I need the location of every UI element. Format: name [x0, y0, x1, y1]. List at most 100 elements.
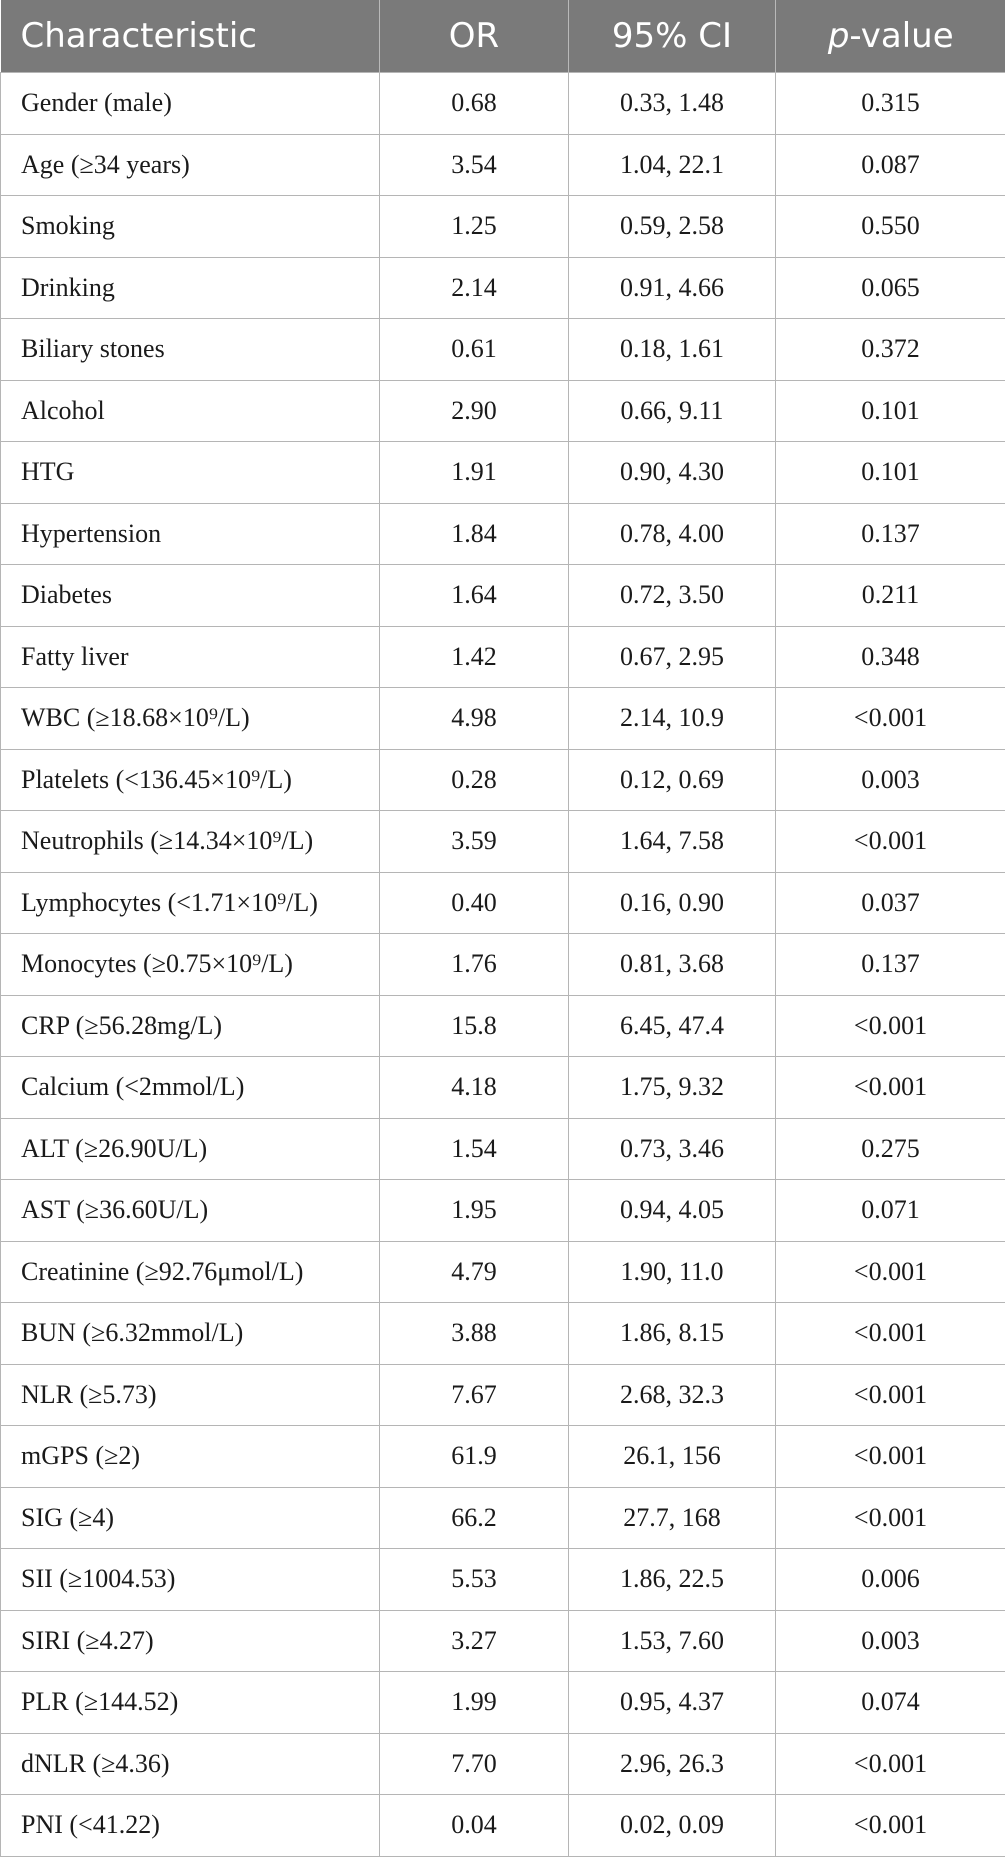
cell-ci: 2.96, 26.3 [568, 1732, 776, 1795]
header-characteristic: Characteristic [0, 0, 380, 73]
cell-characteristic: Calcium (<2mmol/L) [0, 1056, 380, 1119]
cell-p-value: 0.074 [775, 1671, 1005, 1734]
cell-p-value: <0.001 [775, 1486, 1005, 1549]
cell-characteristic: WBC (≥18.68×10⁹/L) [0, 687, 380, 750]
table-row: PLR (≥144.52) 1.99 0.95, 4.37 0.074 [0, 1671, 1005, 1734]
cell-ci: 1.04, 22.1 [568, 133, 776, 196]
header-ci: 95% CI [568, 0, 776, 73]
cell-or: 3.54 [379, 133, 569, 196]
table-row: SIG (≥4) 66.2 27.7, 168 <0.001 [0, 1486, 1005, 1549]
cell-p-value: 0.101 [775, 441, 1005, 504]
cell-characteristic: Drinking [0, 256, 380, 319]
cell-ci: 1.64, 7.58 [568, 810, 776, 873]
cell-or: 3.59 [379, 810, 569, 873]
cell-ci: 0.90, 4.30 [568, 441, 776, 504]
cell-or: 1.76 [379, 933, 569, 996]
cell-characteristic: PNI (<41.22) [0, 1794, 380, 1857]
table-row: Platelets (<136.45×10⁹/L) 0.28 0.12, 0.69 0… [0, 748, 1005, 811]
table-row: mGPS (≥2) 61.9 26.1, 156 <0.001 [0, 1425, 1005, 1488]
cell-or: 4.18 [379, 1056, 569, 1119]
cell-ci: 0.16, 0.90 [568, 871, 776, 934]
table-row: Smoking 1.25 0.59, 2.58 0.550 [0, 195, 1005, 258]
cell-ci: 2.14, 10.9 [568, 687, 776, 750]
cell-p-value: <0.001 [775, 994, 1005, 1057]
table-row: Biliary stones 0.61 0.18, 1.61 0.372 [0, 318, 1005, 381]
cell-characteristic: Platelets (<136.45×10⁹/L) [0, 748, 380, 811]
cell-p-value: <0.001 [775, 1302, 1005, 1365]
cell-or: 1.91 [379, 441, 569, 504]
cell-p-value: <0.001 [775, 1363, 1005, 1426]
cell-characteristic: Lymphocytes (<1.71×10⁹/L) [0, 871, 380, 934]
cell-characteristic: CRP (≥56.28mg/L) [0, 994, 380, 1057]
cell-p-value: 0.348 [775, 625, 1005, 688]
table-row: Gender (male) 0.68 0.33, 1.48 0.315 [0, 72, 1005, 135]
cell-or: 1.42 [379, 625, 569, 688]
table-row: SIRI (≥4.27) 3.27 1.53, 7.60 0.003 [0, 1609, 1005, 1672]
header-row: Characteristic OR 95% CI p-value [0, 0, 1005, 73]
cell-characteristic: ALT (≥26.90U/L) [0, 1117, 380, 1180]
cell-characteristic: Diabetes [0, 564, 380, 627]
cell-p-value: 0.087 [775, 133, 1005, 196]
cell-p-value: 0.275 [775, 1117, 1005, 1180]
table-row: Age (≥34 years) 3.54 1.04, 22.1 0.087 [0, 133, 1005, 196]
cell-p-value: <0.001 [775, 1794, 1005, 1857]
table-row: PNI (<41.22) 0.04 0.02, 0.09 <0.001 [0, 1794, 1005, 1857]
table-row: NLR (≥5.73) 7.67 2.68, 32.3 <0.001 [0, 1363, 1005, 1426]
cell-ci: 0.33, 1.48 [568, 72, 776, 135]
cell-or: 1.64 [379, 564, 569, 627]
table-row: Diabetes 1.64 0.72, 3.50 0.211 [0, 564, 1005, 627]
cell-or: 1.95 [379, 1179, 569, 1242]
table-row: dNLR (≥4.36) 7.70 2.96, 26.3 <0.001 [0, 1732, 1005, 1795]
cell-ci: 27.7, 168 [568, 1486, 776, 1549]
cell-or: 0.61 [379, 318, 569, 381]
cell-ci: 0.18, 1.61 [568, 318, 776, 381]
cell-p-value: 0.315 [775, 72, 1005, 135]
header-p-suffix: -value [849, 16, 954, 56]
cell-ci: 0.95, 4.37 [568, 1671, 776, 1734]
cell-characteristic: BUN (≥6.32mmol/L) [0, 1302, 380, 1365]
cell-ci: 0.94, 4.05 [568, 1179, 776, 1242]
table-row: HTG 1.91 0.90, 4.30 0.101 [0, 441, 1005, 504]
cell-p-value: 0.037 [775, 871, 1005, 934]
cell-characteristic: SII (≥1004.53) [0, 1548, 380, 1611]
cell-or: 7.67 [379, 1363, 569, 1426]
header-p-italic: p [827, 16, 850, 56]
cell-p-value: 0.137 [775, 502, 1005, 565]
cell-ci: 0.59, 2.58 [568, 195, 776, 258]
table-row: BUN (≥6.32mmol/L) 3.88 1.86, 8.15 <0.001 [0, 1302, 1005, 1365]
cell-p-value: 0.003 [775, 748, 1005, 811]
cell-or: 5.53 [379, 1548, 569, 1611]
cell-ci: 6.45, 47.4 [568, 994, 776, 1057]
table-row: Alcohol 2.90 0.66, 9.11 0.101 [0, 379, 1005, 442]
cell-characteristic: Fatty liver [0, 625, 380, 688]
cell-ci: 2.68, 32.3 [568, 1363, 776, 1426]
cell-or: 2.90 [379, 379, 569, 442]
cell-p-value: <0.001 [775, 1732, 1005, 1795]
header-or: OR [379, 0, 569, 73]
cell-characteristic: SIG (≥4) [0, 1486, 380, 1549]
table-row: Lymphocytes (<1.71×10⁹/L) 0.40 0.16, 0.90 0… [0, 871, 1005, 934]
cell-ci: 0.67, 2.95 [568, 625, 776, 688]
cell-or: 61.9 [379, 1425, 569, 1488]
cell-p-value: <0.001 [775, 1056, 1005, 1119]
cell-characteristic: SIRI (≥4.27) [0, 1609, 380, 1672]
cell-or: 66.2 [379, 1486, 569, 1549]
cell-ci: 26.1, 156 [568, 1425, 776, 1488]
table-row: WBC (≥18.68×10⁹/L) 4.98 2.14, 10.9 <0.001 [0, 687, 1005, 750]
cell-characteristic: NLR (≥5.73) [0, 1363, 380, 1426]
table-row: Hypertension 1.84 0.78, 4.00 0.137 [0, 502, 1005, 565]
cell-characteristic: Hypertension [0, 502, 380, 565]
cell-or: 7.70 [379, 1732, 569, 1795]
cell-characteristic: Neutrophils (≥14.34×10⁹/L) [0, 810, 380, 873]
cell-characteristic: mGPS (≥2) [0, 1425, 380, 1488]
cell-or: 3.88 [379, 1302, 569, 1365]
table-row: Drinking 2.14 0.91, 4.66 0.065 [0, 256, 1005, 319]
cell-characteristic: Alcohol [0, 379, 380, 442]
table-row: AST (≥36.60U/L) 1.95 0.94, 4.05 0.071 [0, 1179, 1005, 1242]
table-row: CRP (≥56.28mg/L) 15.8 6.45, 47.4 <0.001 [0, 994, 1005, 1057]
cell-p-value: 0.101 [775, 379, 1005, 442]
cell-characteristic: PLR (≥144.52) [0, 1671, 380, 1734]
cell-characteristic: AST (≥36.60U/L) [0, 1179, 380, 1242]
